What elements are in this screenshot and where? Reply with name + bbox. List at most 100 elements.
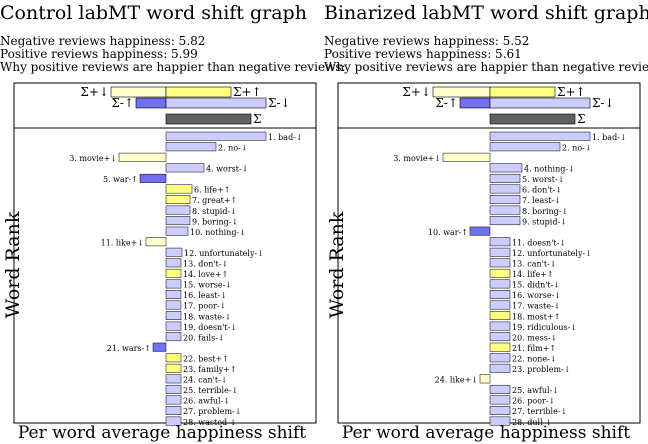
word-bar-7 [165,195,191,204]
plot-frame [13,82,317,424]
word-label-11: 11. doesn't-↓ [512,238,566,247]
word-bar-18 [489,311,511,321]
word-label-3: 3. movie+↓ [393,154,441,163]
word-label-21: 21. film+↑ [512,344,556,353]
word-bar-21 [489,342,511,352]
word-bar-8 [489,205,521,215]
word-label-3: 3. movie+↓ [69,154,117,163]
summary-bar-item [489,113,576,125]
word-bar-13 [165,258,182,268]
word-label-10: 10. nothing-↓ [190,228,246,237]
chart-title: Control labMT word shift graph [0,2,307,24]
plot-frame [337,82,641,424]
word-bar-28 [489,416,511,426]
negative-happiness-text: Negative reviews happiness: 5.82 [0,34,206,48]
y-axis-label: Word Rank [326,211,348,319]
word-label-28: 28. dull-↓ [512,418,552,427]
word-bar-2 [165,142,217,152]
word-label-16: 16. worse-↓ [512,291,561,300]
word-bar-18 [165,311,182,321]
positive-happiness-text: Positive reviews happiness: 5.61 [324,47,522,61]
word-bar-25 [165,384,182,394]
word-bar-1 [489,131,591,141]
word-label-2: 2. no-↓ [218,143,248,152]
word-label-27: 27. terrible-↓ [512,407,567,416]
word-bar-11 [489,237,511,247]
word-label-25: 25. terrible-↓ [183,386,238,395]
word-label-24: 24. can't-↓ [183,376,228,385]
word-bar-20 [165,332,182,342]
word-label-8: 8. stupid-↓ [192,207,237,216]
word-bar-5 [489,173,521,183]
chart-title: Binarized labMT word shift graph [324,2,648,24]
summary-label-item: Σ [253,112,261,126]
word-bar-13 [489,258,511,268]
word-label-20: 20. fails-↓ [183,333,225,342]
word-label-15: 15. didn't-↓ [512,281,560,290]
binarized-panel: Binarized labMT word shift graph Negativ… [324,0,648,444]
word-bar-24 [479,374,491,384]
word-bar-22 [489,353,511,363]
summary-bar-item [165,113,252,125]
word-label-5: 5. worst-↓ [522,175,564,184]
word-label-17: 17. waste-↓ [512,302,560,311]
word-label-24: 24. like+↓ [435,376,478,385]
word-label-15: 15. worse-↓ [183,281,232,290]
word-bar-15 [165,279,182,289]
word-bar-27 [165,406,182,415]
word-label-26: 26. poor-↓ [512,397,555,406]
word-bar-17 [489,300,511,310]
word-bar-19 [489,321,511,331]
word-label-21: 21. wars-↑ [107,344,151,353]
word-bar-26 [165,395,182,405]
word-label-4: 4. nothing-↓ [524,165,575,174]
word-bar-28 [165,416,182,426]
word-label-2: 2. no-↓ [562,143,592,152]
word-label-18: 18. most+↑ [512,312,560,321]
summary-bar-item [165,86,232,98]
summary-label-item: Σ+↓ [402,85,431,99]
summary-bar-item [165,97,267,109]
word-label-26: 26. awful-↓ [183,397,230,406]
word-label-19: 19. doesn't-↓ [183,323,237,332]
word-bar-16 [165,290,182,299]
word-label-7: 7. least-↓ [522,196,561,205]
word-bar-6 [489,184,521,194]
x-axis-label: Per word average happiness shift [17,423,307,443]
word-bar-5 [139,173,167,183]
word-label-1: 1. bad-↓ [268,133,303,142]
word-bar-3 [118,152,167,162]
explanation-text: Why positive reviews are happier than ne… [0,60,346,74]
word-bar-2 [489,142,561,152]
word-bar-14 [489,268,511,278]
word-label-8: 8. boring-↓ [522,207,568,216]
word-label-9: 9. boring-↓ [192,217,238,226]
word-label-16: 16. least-↓ [183,291,227,300]
summary-label-item: Σ-↓ [592,96,615,110]
word-label-25: 25. awful-↓ [512,386,559,395]
word-bar-23 [165,363,182,373]
word-bar-12 [165,247,183,257]
word-label-14: 14. life+↑ [512,270,553,279]
summary-label-item: Σ+↑ [233,85,262,99]
word-bar-16 [489,290,511,299]
summary-label-item: Σ-↓ [268,96,291,110]
word-label-10: 10. war-↑ [428,228,468,237]
word-bar-15 [489,279,511,289]
word-bar-4 [489,163,523,173]
word-label-28: 28. wasted-↓ [183,418,236,427]
summary-label-item: Σ-↑ [435,96,458,110]
summary-label-item: Σ+↑ [557,85,586,99]
summary-bar-item [459,97,491,109]
word-label-23: 23. problem-↓ [512,365,570,374]
word-label-18: 18. waste-↓ [183,312,231,321]
word-label-12: 12. unfortunately-↓ [512,249,592,258]
word-label-7: 7. great+↑ [192,196,237,205]
word-bar-14 [165,268,182,278]
word-bar-1 [165,131,267,141]
word-shift-plot: Σ+↓ Σ+↑ Σ-↑ Σ-↓ Σ 1. bad-↓2. no-↓ 3. movie+↓ 4.… [337,82,641,427]
word-label-11: 11. like+↓ [101,238,144,247]
x-axis-label: Per word average happiness shift [341,423,631,443]
word-bar-24 [165,374,182,384]
explanation-text: Why positive reviews are happier than ne… [324,60,648,74]
